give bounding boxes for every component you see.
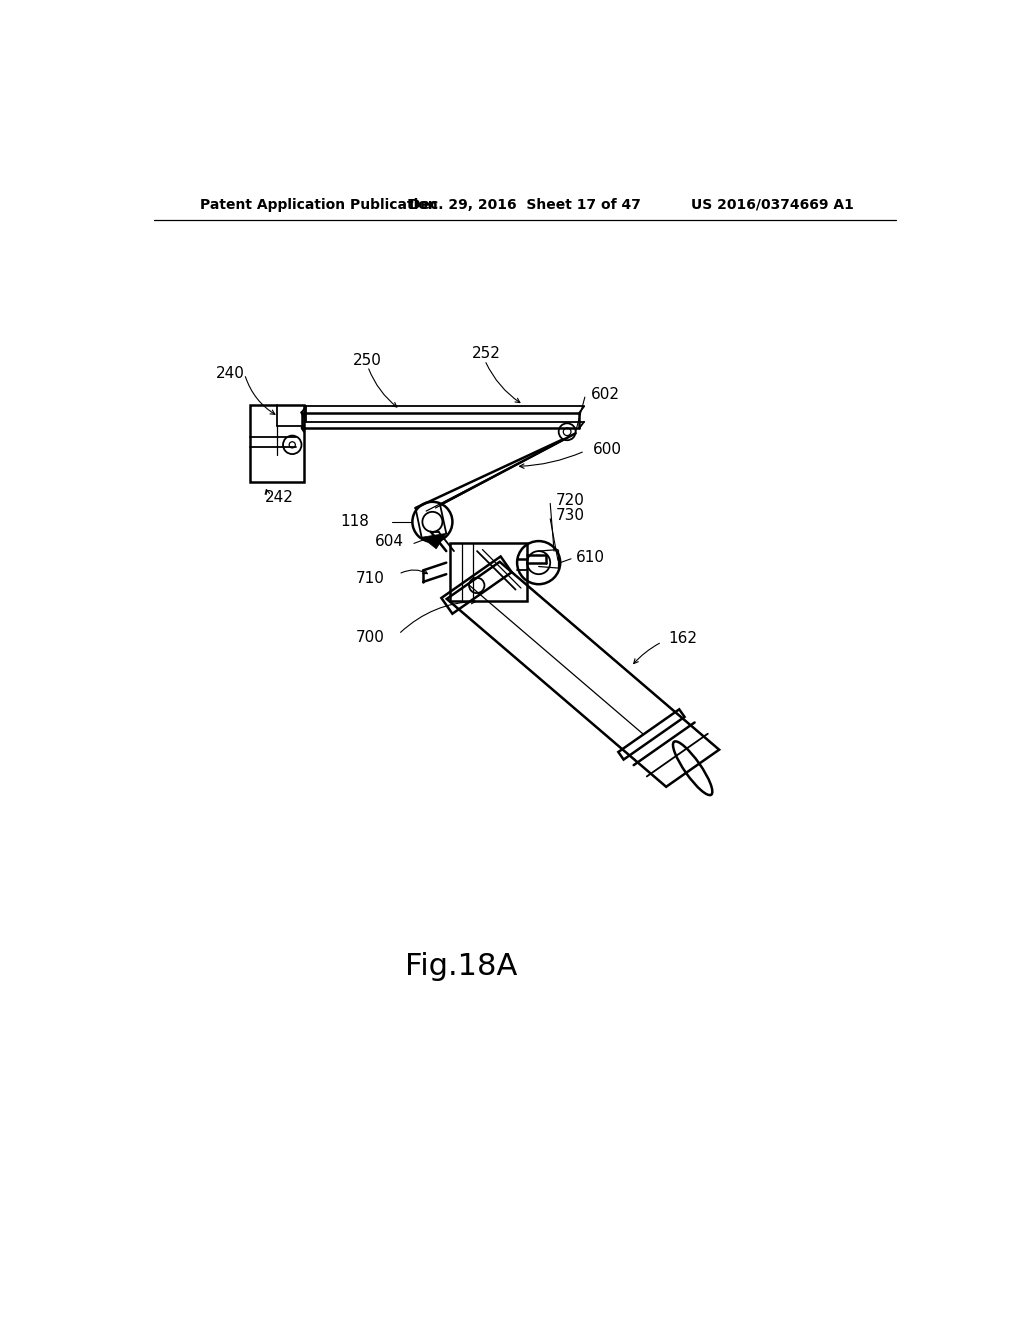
Text: 250: 250 xyxy=(353,352,382,368)
Text: 700: 700 xyxy=(355,630,385,645)
Text: 604: 604 xyxy=(375,533,403,549)
Text: 162: 162 xyxy=(668,631,697,647)
Text: Dec. 29, 2016  Sheet 17 of 47: Dec. 29, 2016 Sheet 17 of 47 xyxy=(409,198,641,211)
Text: 252: 252 xyxy=(472,346,501,362)
Text: 240: 240 xyxy=(216,367,245,381)
Text: Patent Application Publication: Patent Application Publication xyxy=(200,198,437,211)
Polygon shape xyxy=(422,533,446,549)
Text: 242: 242 xyxy=(265,490,294,504)
Text: 710: 710 xyxy=(355,570,385,586)
Text: 720: 720 xyxy=(556,492,585,508)
Text: 118: 118 xyxy=(340,515,370,529)
Text: 600: 600 xyxy=(593,442,622,457)
Text: 730: 730 xyxy=(556,508,585,523)
Text: 610: 610 xyxy=(575,549,604,565)
Text: 602: 602 xyxy=(591,387,620,401)
Text: US 2016/0374669 A1: US 2016/0374669 A1 xyxy=(691,198,854,211)
Text: Fig.18A: Fig.18A xyxy=(406,953,518,981)
